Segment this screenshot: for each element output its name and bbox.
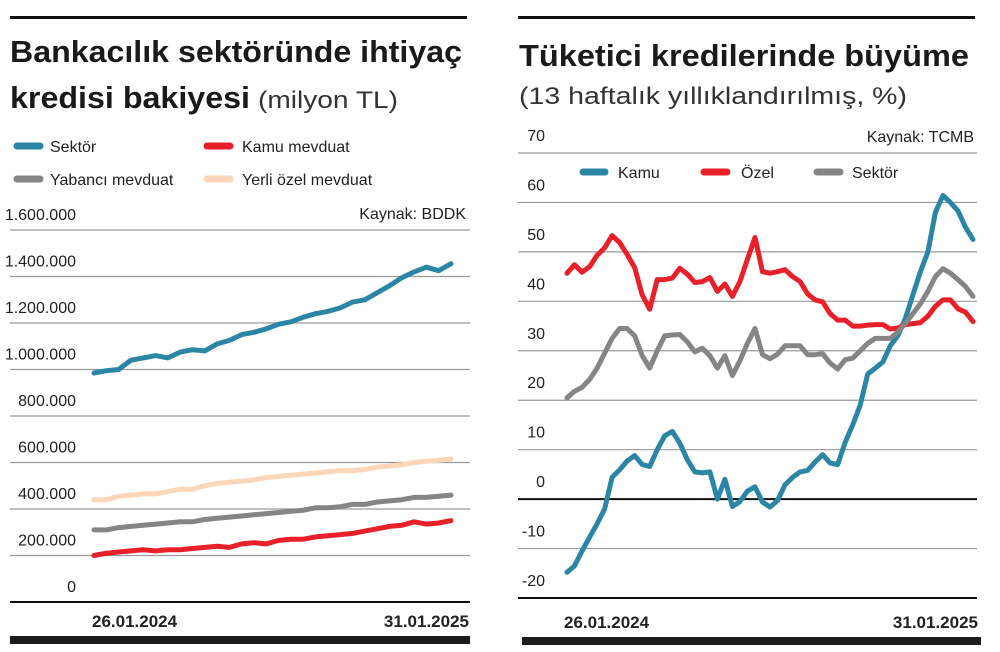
left-chart-panel: Bankacılık sektöründe ihtiyaç kredisi ba… <box>5 16 470 644</box>
left-x-start-label: 26.01.2024 <box>92 612 178 631</box>
y-tick-label: 40 <box>527 276 545 293</box>
left-x-end-label: 31.01.2025 <box>384 612 469 631</box>
legend-label-sektor: Sektör <box>852 165 899 182</box>
y-tick-label: -10 <box>522 524 545 541</box>
series-line-yabanc-mevduat <box>91 492 454 533</box>
series-line-kamu-mevduat <box>91 518 454 558</box>
left-source: Kaynak: BDDK <box>359 206 466 223</box>
y-tick-label: 30 <box>527 326 545 343</box>
y-tick-label: -20 <box>522 573 545 590</box>
legend-label-sektor: Sektör <box>50 139 97 156</box>
y-tick-label: 1.600.000 <box>5 207 76 224</box>
y-tick-label: 0 <box>536 474 545 491</box>
right-source: Kaynak: TCMB <box>867 129 974 146</box>
series-line-kamu <box>564 193 976 575</box>
legend-label-kamu-mevduat: Kamu mevduat <box>242 139 350 156</box>
y-tick-label: 200.000 <box>18 533 76 550</box>
y-tick-label: 600.000 <box>18 440 76 457</box>
bottom-bar <box>522 637 981 645</box>
y-tick-label: 400.000 <box>18 486 76 503</box>
legend-label-kamu: Kamu <box>618 165 660 182</box>
y-tick-label: 50 <box>527 227 545 244</box>
right-chart-panel: Tüketici kredilerinde büyüme (13 haftalı… <box>518 16 981 645</box>
y-tick-label: 70 <box>527 128 545 145</box>
left-title-line1: Bankacılık sektöründe ihtiyaç <box>10 34 462 69</box>
y-tick-label: 10 <box>527 425 545 442</box>
y-tick-label: 1.000.000 <box>5 347 76 364</box>
series-line-sekt-r <box>564 266 976 401</box>
left-plot-area: 0 200.000 400.000 600.000 800.000 1.000.000 1.… <box>5 207 470 603</box>
legend-label-ozel: Özel <box>741 164 774 182</box>
bottom-bar <box>10 636 470 644</box>
y-tick-label: 1.400.000 <box>5 254 76 271</box>
y-tick-label: 0 <box>67 579 76 596</box>
left-legend: Sektör Kamu mevduat Yabancı mevduat Yerl… <box>13 139 373 189</box>
right-x-end-label: 31.01.2025 <box>893 613 978 632</box>
legend-label-yerli-ozel-mevduat: Yerli özel mevduat <box>242 172 373 189</box>
right-title: Tüketici kredilerinde büyüme <box>519 38 969 73</box>
right-legend: Kamu Özel Sektör <box>579 164 899 182</box>
left-unit: (milyon TL) <box>258 87 398 114</box>
y-tick-label: 1.200.000 <box>5 300 76 317</box>
right-plot-area: -20 -10 0 10 20 30 40 50 60 70 <box>518 128 977 599</box>
y-tick-label: 800.000 <box>18 393 76 410</box>
top-rule <box>518 16 975 19</box>
left-title-line2: kredisi bakiyesi <box>10 80 250 115</box>
series-line-yerli-zel-mevduat <box>91 456 454 503</box>
y-tick-label: 60 <box>527 177 545 194</box>
top-rule <box>10 16 467 19</box>
y-tick-label: 20 <box>527 375 545 392</box>
right-subtitle: (13 haftalık yıllıklandırılmış, %) <box>519 83 907 110</box>
right-x-start-label: 26.01.2024 <box>564 613 650 632</box>
series-line-sekt-r <box>91 261 454 376</box>
legend-label-yabanci-mevduat: Yabancı mevduat <box>50 172 174 189</box>
